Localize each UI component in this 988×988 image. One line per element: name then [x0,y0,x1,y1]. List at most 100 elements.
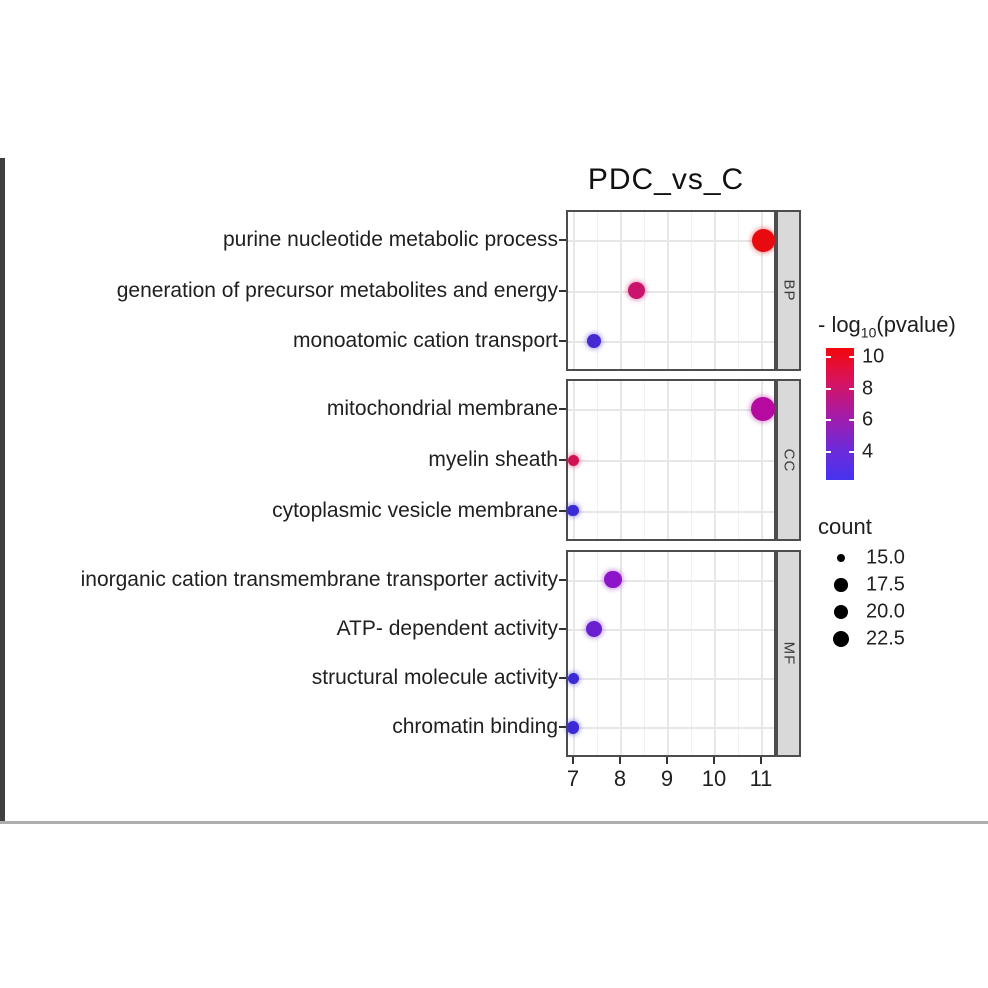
gridline-row [568,409,774,412]
pvalue-legend-title: - log10(pvalue) [818,312,986,340]
y-tick-mark [559,677,566,680]
count-size-legend: count 15.0 17.5 20.0 22.5 [818,514,986,650]
count-legend-label: 20.0 [866,600,905,623]
pvalue-gradient-bar [826,348,854,480]
x-tick-mark [619,757,621,764]
x-tick-mark [572,757,574,764]
x-tick-label: 7 [566,766,580,791]
data-point [604,570,622,589]
page-border-left [0,158,5,823]
gridline-row [568,628,774,631]
y-axis-label: purine nucleotide metabolic process [222,228,558,252]
pvalue-legend-title-suffix: (pvalue) [876,312,956,337]
gridline-row [568,460,774,462]
gridline-minor [690,552,692,755]
count-legend-dot [833,604,849,620]
x-tick-label: 9 [660,766,674,791]
gridline-major [714,552,716,755]
y-axis-label: inorganic cation transmembrane transport… [80,567,558,591]
y-tick-mark [559,627,566,630]
facet-strip-label: CC [780,448,798,472]
y-axis-label: myelin sheath [428,448,558,471]
count-legend-dot [834,578,848,592]
x-tick-mark [666,757,668,764]
gridline-row [568,340,774,343]
gridline-major [573,552,575,755]
gridline-minor [643,552,645,755]
gridline-row [568,240,774,243]
gridline-minor [737,552,739,755]
gridline-row [568,510,774,513]
facet-strip-label: MF [780,641,798,666]
facet-strip-label: BP [780,279,798,302]
y-tick-mark [559,509,566,512]
facet-strip-cc: CC [776,379,801,541]
gradient-tick-mark [826,387,831,390]
y-axis-label: chromatin binding [392,715,558,739]
facet-strip-mf: MF [776,550,801,757]
chart-title: PDC_vs_C [587,163,745,196]
data-point [751,397,776,422]
gridline-major [620,552,622,755]
y-tick-mark [559,578,566,581]
y-axis-label: mitochondrial membrane [326,397,558,421]
gridline-minor [596,552,598,755]
gridline-row [568,579,774,582]
y-tick-mark [559,239,566,242]
gradient-tick-mark [826,356,831,359]
gradient-tick-mark [826,419,831,422]
facet-strip-bp: BP [776,210,801,371]
pvalue-legend-title-sub: 10 [860,324,877,341]
x-tick-mark [760,757,762,764]
gridline-row [568,727,774,730]
data-point [567,504,579,517]
gradient-tick-label: 6 [862,408,874,431]
y-axis-label: structural molecule activity [311,666,558,690]
gradient-tick-mark [849,356,854,359]
data-point [627,281,646,300]
y-axis-label: monoatomic cation transport [293,328,558,352]
y-axis-label: cytoplasmic vesicle membrane [272,498,558,522]
gridline-major [667,552,669,755]
pvalue-legend-title-prefix: - log [818,312,861,337]
gradient-tick-mark [849,387,854,390]
pvalue-color-legend: - log10(pvalue) 10 8 6 4 [818,312,986,480]
data-point [751,228,775,252]
x-tick-label: 11 [749,766,773,791]
gridline-row [568,290,774,293]
y-tick-mark [559,339,566,342]
x-tick-label: 8 [613,766,627,791]
count-legend-label: 22.5 [866,627,905,650]
facet-panel-mf [566,550,776,757]
gridline-major [761,552,763,755]
gradient-tick-mark [826,450,831,453]
x-tick-label: 10 [701,766,727,791]
gradient-tick-label: 10 [862,345,885,368]
facet-panel-bp [566,210,776,371]
y-tick-mark [559,459,566,461]
count-legend-title: count [818,514,872,539]
count-legend-label: 17.5 [866,573,905,596]
gradient-tick-label: 4 [862,440,874,463]
count-legend-dot [832,630,850,648]
data-point [585,620,603,638]
data-point [566,721,580,734]
y-axis-label: generation of precursor metabolites and … [116,278,558,302]
y-axis-label: ATP- dependent activity [336,616,558,640]
y-tick-mark [559,726,566,729]
data-point [567,454,579,466]
page-border-bottom [0,821,988,824]
facet-panel-cc [566,379,776,541]
x-tick-mark [713,757,715,764]
data-point [567,672,579,684]
data-point [586,333,602,349]
gradient-tick-label: 8 [862,377,874,400]
gridline-row [568,678,774,681]
y-tick-mark [559,408,566,411]
count-legend-dot [836,553,846,563]
gradient-tick-mark [849,450,854,453]
count-legend-label: 15.0 [866,546,905,569]
gradient-tick-mark [849,419,854,422]
y-tick-mark [559,289,566,292]
